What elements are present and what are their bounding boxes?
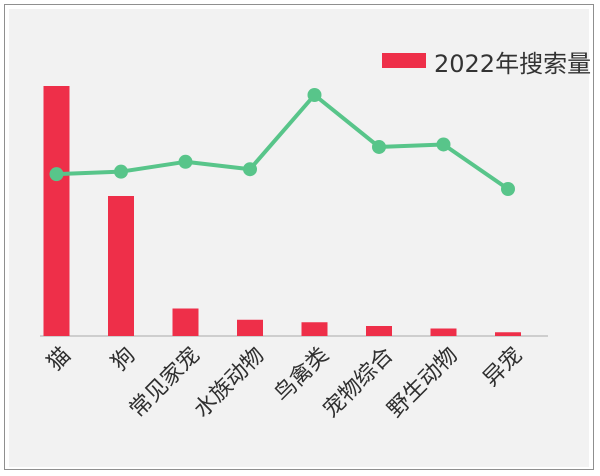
bar-1 (43, 86, 70, 336)
bar-3 (172, 308, 199, 336)
line-point-2 (114, 164, 128, 179)
legend-bar-swatch (382, 53, 426, 68)
bar-8 (495, 332, 521, 336)
line-point-1 (49, 167, 64, 182)
bar-2 (108, 196, 134, 336)
x-tick-label-1: 猫 (43, 343, 76, 376)
line-point-6 (372, 139, 386, 154)
bar-series (43, 86, 521, 336)
x-tick-label-5: 鸟禽类 (270, 343, 334, 407)
line-point-8 (501, 182, 515, 196)
bar-6 (366, 326, 392, 336)
x-tick-label-2: 狗 (107, 343, 140, 376)
bar-5 (301, 322, 328, 336)
chart-panel (9, 9, 589, 467)
legend: 2022年搜索量 (382, 50, 591, 78)
line-point-4 (243, 162, 257, 177)
x-tick-label-4: 水族动物 (190, 343, 270, 423)
line-series-path (54, 93, 510, 191)
x-tick-label-6: 宠物综合 (319, 343, 399, 423)
x-tick-label-7: 野生动物 (383, 343, 463, 423)
line-point-5 (307, 88, 322, 102)
x-axis-tick-labels: 猫狗常见家宠水族动物 鸟禽类宠物综合野生动物 异宠 (43, 343, 528, 423)
legend-label: 2022年搜索量 (434, 50, 591, 78)
line-point-3 (178, 154, 193, 169)
x-tick-label-8: 异宠 (479, 343, 528, 392)
x-tick-label-3: 常见家宠 (125, 343, 205, 423)
bar-4 (237, 319, 263, 336)
bar-7 (430, 328, 457, 336)
line-point-7 (436, 137, 451, 152)
line-series-points (49, 88, 515, 196)
